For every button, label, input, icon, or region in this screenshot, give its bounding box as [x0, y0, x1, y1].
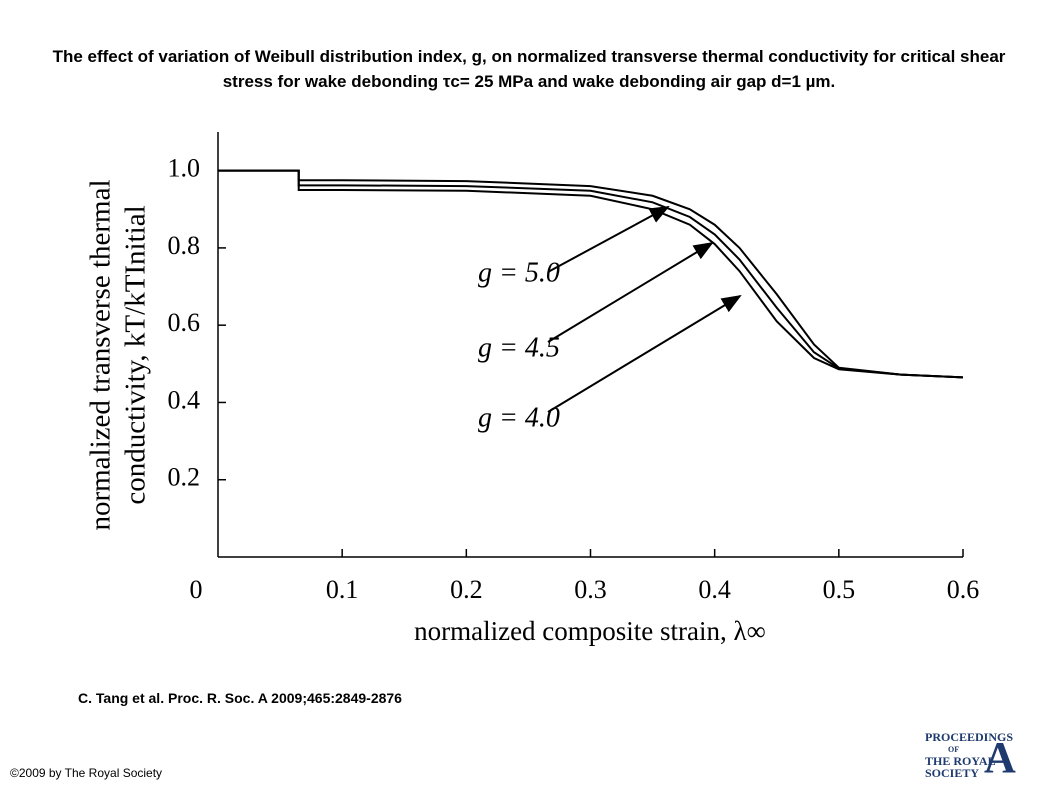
line-series: [218, 169, 964, 379]
y-axis-label: conductivity, kT/kTInitial: [120, 205, 152, 504]
x-tick-label: 0.3: [574, 575, 607, 604]
annotation: g = 4.5: [478, 332, 560, 363]
logo-letter: A: [984, 733, 1016, 782]
arrow: [547, 206, 670, 273]
x-tick-label: 0.6: [947, 575, 980, 604]
x-tick-label: 0.5: [823, 575, 856, 604]
logo-text: PROCEEDINGS: [925, 730, 1013, 744]
y-tick-label: 0.8: [168, 231, 201, 260]
y-tick-label: 0.2: [168, 463, 201, 492]
x-tick-label: 0.2: [450, 575, 483, 604]
x-axis-label: normalized composite strain, λ∞: [414, 616, 766, 646]
copyright: ©2009 by The Royal Society: [10, 766, 163, 780]
x-tick-label: 0: [190, 575, 203, 604]
logo-text: SOCIETY: [925, 766, 979, 780]
arrow: [547, 241, 714, 343]
logo-text: THE ROYAL: [925, 754, 996, 768]
line-series: [218, 169, 964, 379]
y-tick-label: 0.6: [168, 308, 201, 337]
x-tick-label: 0.4: [698, 575, 731, 604]
logo-text: OF: [948, 745, 959, 754]
x-tick-label: 0.1: [326, 575, 359, 604]
annotation: g = 4.0: [478, 402, 560, 433]
y-tick-label: 0.4: [168, 385, 201, 414]
y-tick-label: 1.0: [168, 154, 201, 183]
logo: PROCEEDINGS OF THE ROYAL SOCIETY A: [925, 730, 1016, 782]
arrow: [547, 294, 742, 413]
line-series: [218, 169, 964, 379]
chart-title: The effect of variation of Weibull distr…: [52, 47, 1006, 91]
citation: C. Tang et al. Proc. R. Soc. A 2009;465:…: [78, 690, 402, 706]
y-axis-label: normalized transverse thermal: [85, 179, 117, 530]
annotation: g = 5.0: [478, 257, 560, 288]
